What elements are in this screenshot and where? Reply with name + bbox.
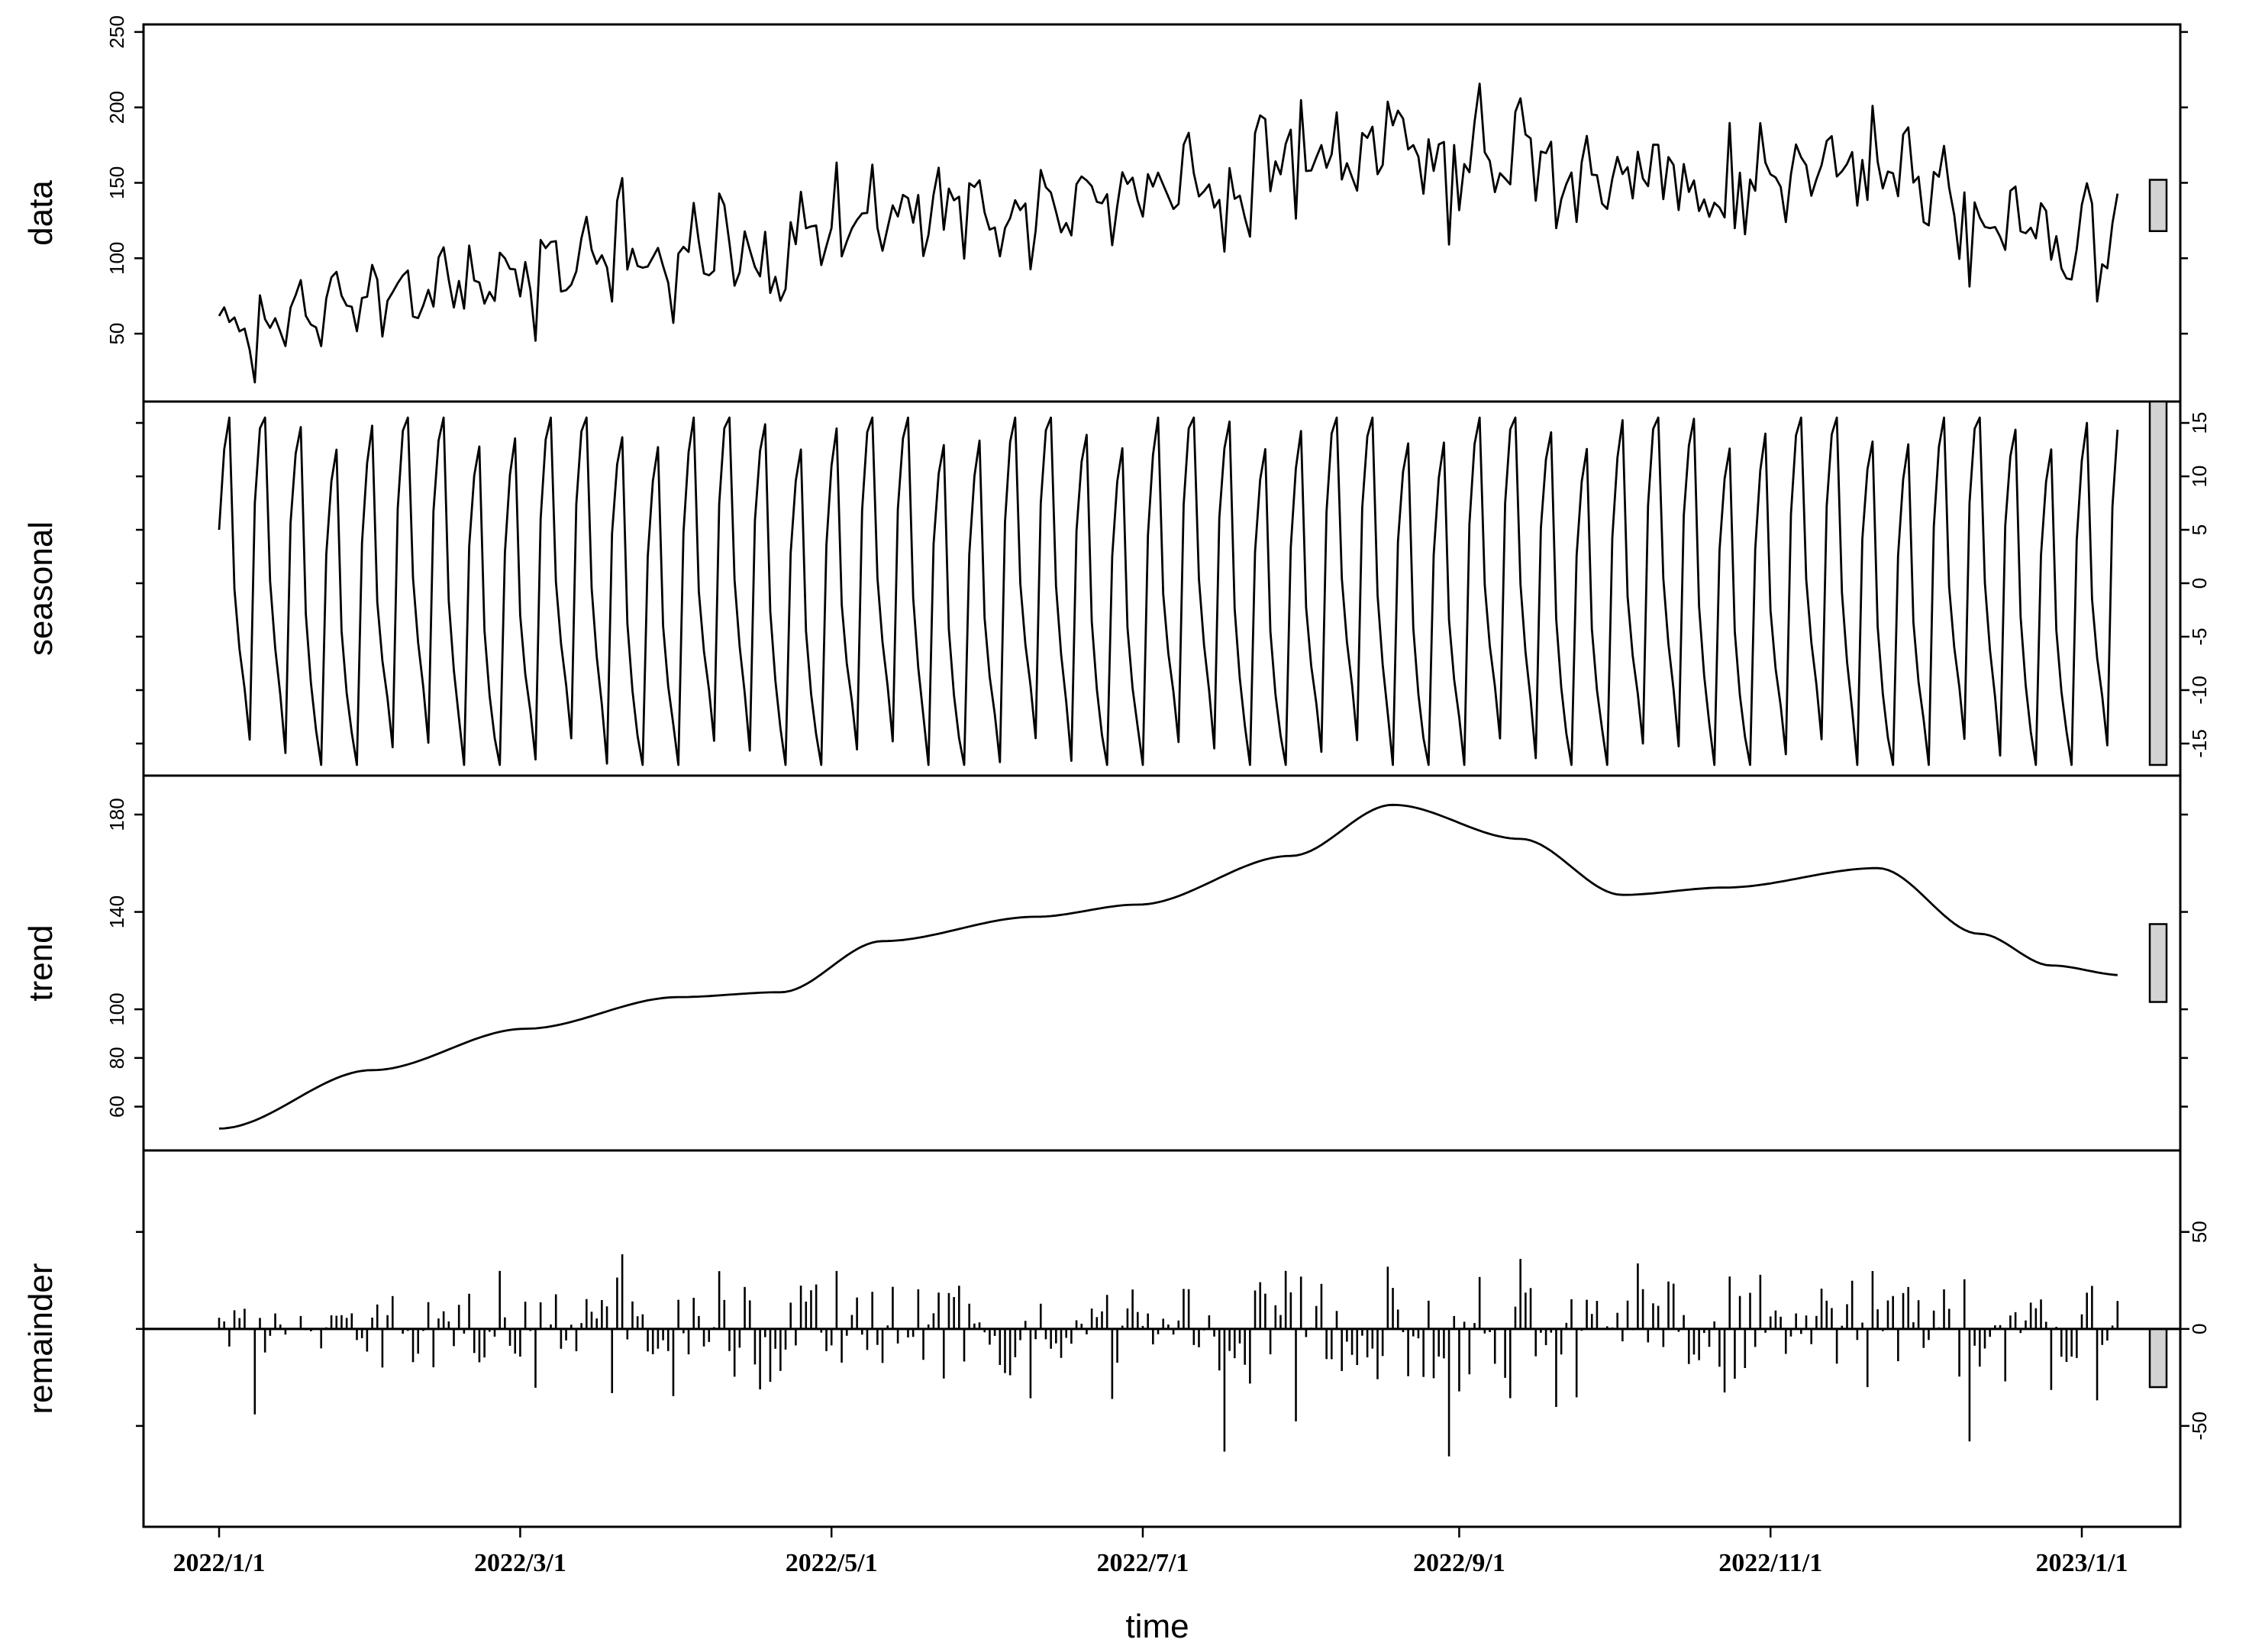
seasonal-series-line — [218, 416, 2119, 766]
seasonal-y-tick-label: 0 — [2188, 578, 2211, 589]
seasonal-axis-label: seasonal — [22, 521, 60, 656]
trend-y-tick-label: 180 — [105, 798, 128, 831]
trend-y-tick-label: 140 — [105, 895, 128, 928]
trend-axis-label: trend — [22, 924, 60, 1001]
seasonal-y-tick-label: -5 — [2188, 628, 2211, 645]
panel-data: 50 100 150 200 250 data — [22, 15, 2188, 403]
axes-layer: 50100150200250data-15-10-5051015seasonal… — [22, 15, 2211, 1577]
x-tick-label: 2022/3/1 — [474, 1549, 566, 1577]
remainder-panel-frame — [142, 1149, 2182, 1528]
seasonal-y-tick-label: -15 — [2188, 729, 2211, 758]
data-panel-frame — [142, 23, 2182, 403]
trend-y-tick-label: 100 — [105, 992, 128, 1025]
x-tick-label: 2022/7/1 — [1097, 1549, 1189, 1577]
trend-panel-frame — [142, 774, 2182, 1152]
remainder-y-tick-label: 50 — [2188, 1221, 2211, 1243]
remainder-y-tick-label: 0 — [2188, 1324, 2211, 1334]
panel-remainder: -50 0 50 remainder — [22, 1149, 2211, 1528]
seasonal-y-tick-label: -10 — [2188, 676, 2211, 705]
trend-y-tick-label: 60 — [105, 1095, 128, 1118]
trend-scale-bar — [2148, 923, 2168, 1003]
seasonal-y-tick-label: 5 — [2188, 524, 2211, 535]
data-y-tick-label: 50 — [105, 323, 128, 345]
data-series-line — [218, 82, 2119, 384]
seasonal-y-tick-label: 10 — [2188, 466, 2211, 488]
seasonal-y-tick-label: 15 — [2188, 412, 2211, 434]
data-scale-bar — [2148, 179, 2168, 232]
x-tick-label: 2022/9/1 — [1413, 1549, 1505, 1577]
remainder-axis-label: remainder — [22, 1263, 60, 1414]
data-y-tick-label: 200 — [105, 91, 128, 124]
data-y-tick-label: 100 — [105, 242, 128, 275]
x-tick-label: 2022/11/1 — [1718, 1549, 1822, 1577]
x-axis-title: time — [1125, 1608, 1189, 1645]
series-layer — [144, 82, 2180, 1457]
x-tick-label: 2022/5/1 — [786, 1549, 878, 1577]
remainder-y-tick-label: -50 — [2188, 1412, 2211, 1441]
data-y-tick-label: 250 — [105, 15, 128, 48]
data-y-tick-label: 150 — [105, 166, 128, 199]
trend-series-line — [218, 803, 2118, 1130]
data-axis-label: data — [22, 180, 60, 246]
panel-trend: 60 80 100 140 180 trend — [22, 774, 2188, 1152]
trend-y-tick-label: 80 — [105, 1047, 128, 1069]
x-tick-label: 2023/1/1 — [2036, 1549, 2128, 1577]
seasonal-scale-bar — [2148, 400, 2168, 766]
remainder-scale-bar — [2148, 1328, 2168, 1389]
x-tick-label: 2022/1/1 — [173, 1549, 266, 1577]
